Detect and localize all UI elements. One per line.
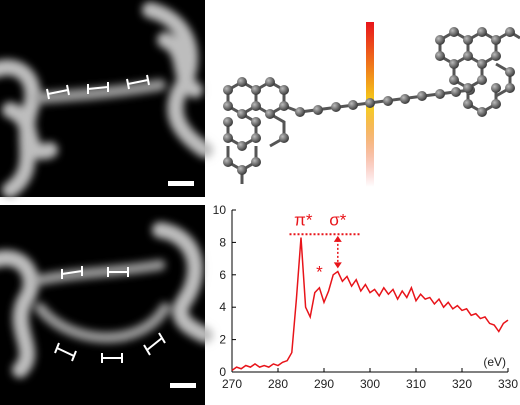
- annotation: π*: [294, 211, 313, 230]
- y-tick-label: 6: [219, 268, 226, 282]
- stm-image-bottom: [0, 205, 213, 405]
- scale-bar: [168, 181, 194, 186]
- spectrum-chart: 0 2 4 6 8 10 270 280 290 300 310 320 330 (eV) π* σ* *: [213, 203, 519, 391]
- x-tick-label: 270: [222, 377, 242, 391]
- x-tick-label: 300: [360, 377, 380, 391]
- x-tick-label: 310: [406, 377, 426, 391]
- y-tick-label: 0: [219, 365, 226, 379]
- y-tick-label: 10: [213, 203, 227, 217]
- annotation: σ*: [329, 211, 346, 230]
- spectrum-line: [231, 237, 509, 371]
- annotation: *: [316, 263, 323, 282]
- marker: [54, 266, 166, 363]
- marker: [46, 74, 150, 100]
- molecule-model: [223, 22, 520, 187]
- y-tick-label: 8: [219, 235, 226, 249]
- x-tick-label: 320: [452, 377, 472, 391]
- stm-image-top: [0, 0, 213, 198]
- x-tick-label: 330: [498, 377, 518, 391]
- x-tick-label: 290: [314, 377, 334, 391]
- x-tick-label: 280: [268, 377, 288, 391]
- scale-bar: [170, 383, 196, 388]
- y-tick-label: 2: [219, 333, 226, 347]
- y-tick-label: 4: [219, 300, 226, 314]
- x-axis-label: (eV): [483, 355, 506, 369]
